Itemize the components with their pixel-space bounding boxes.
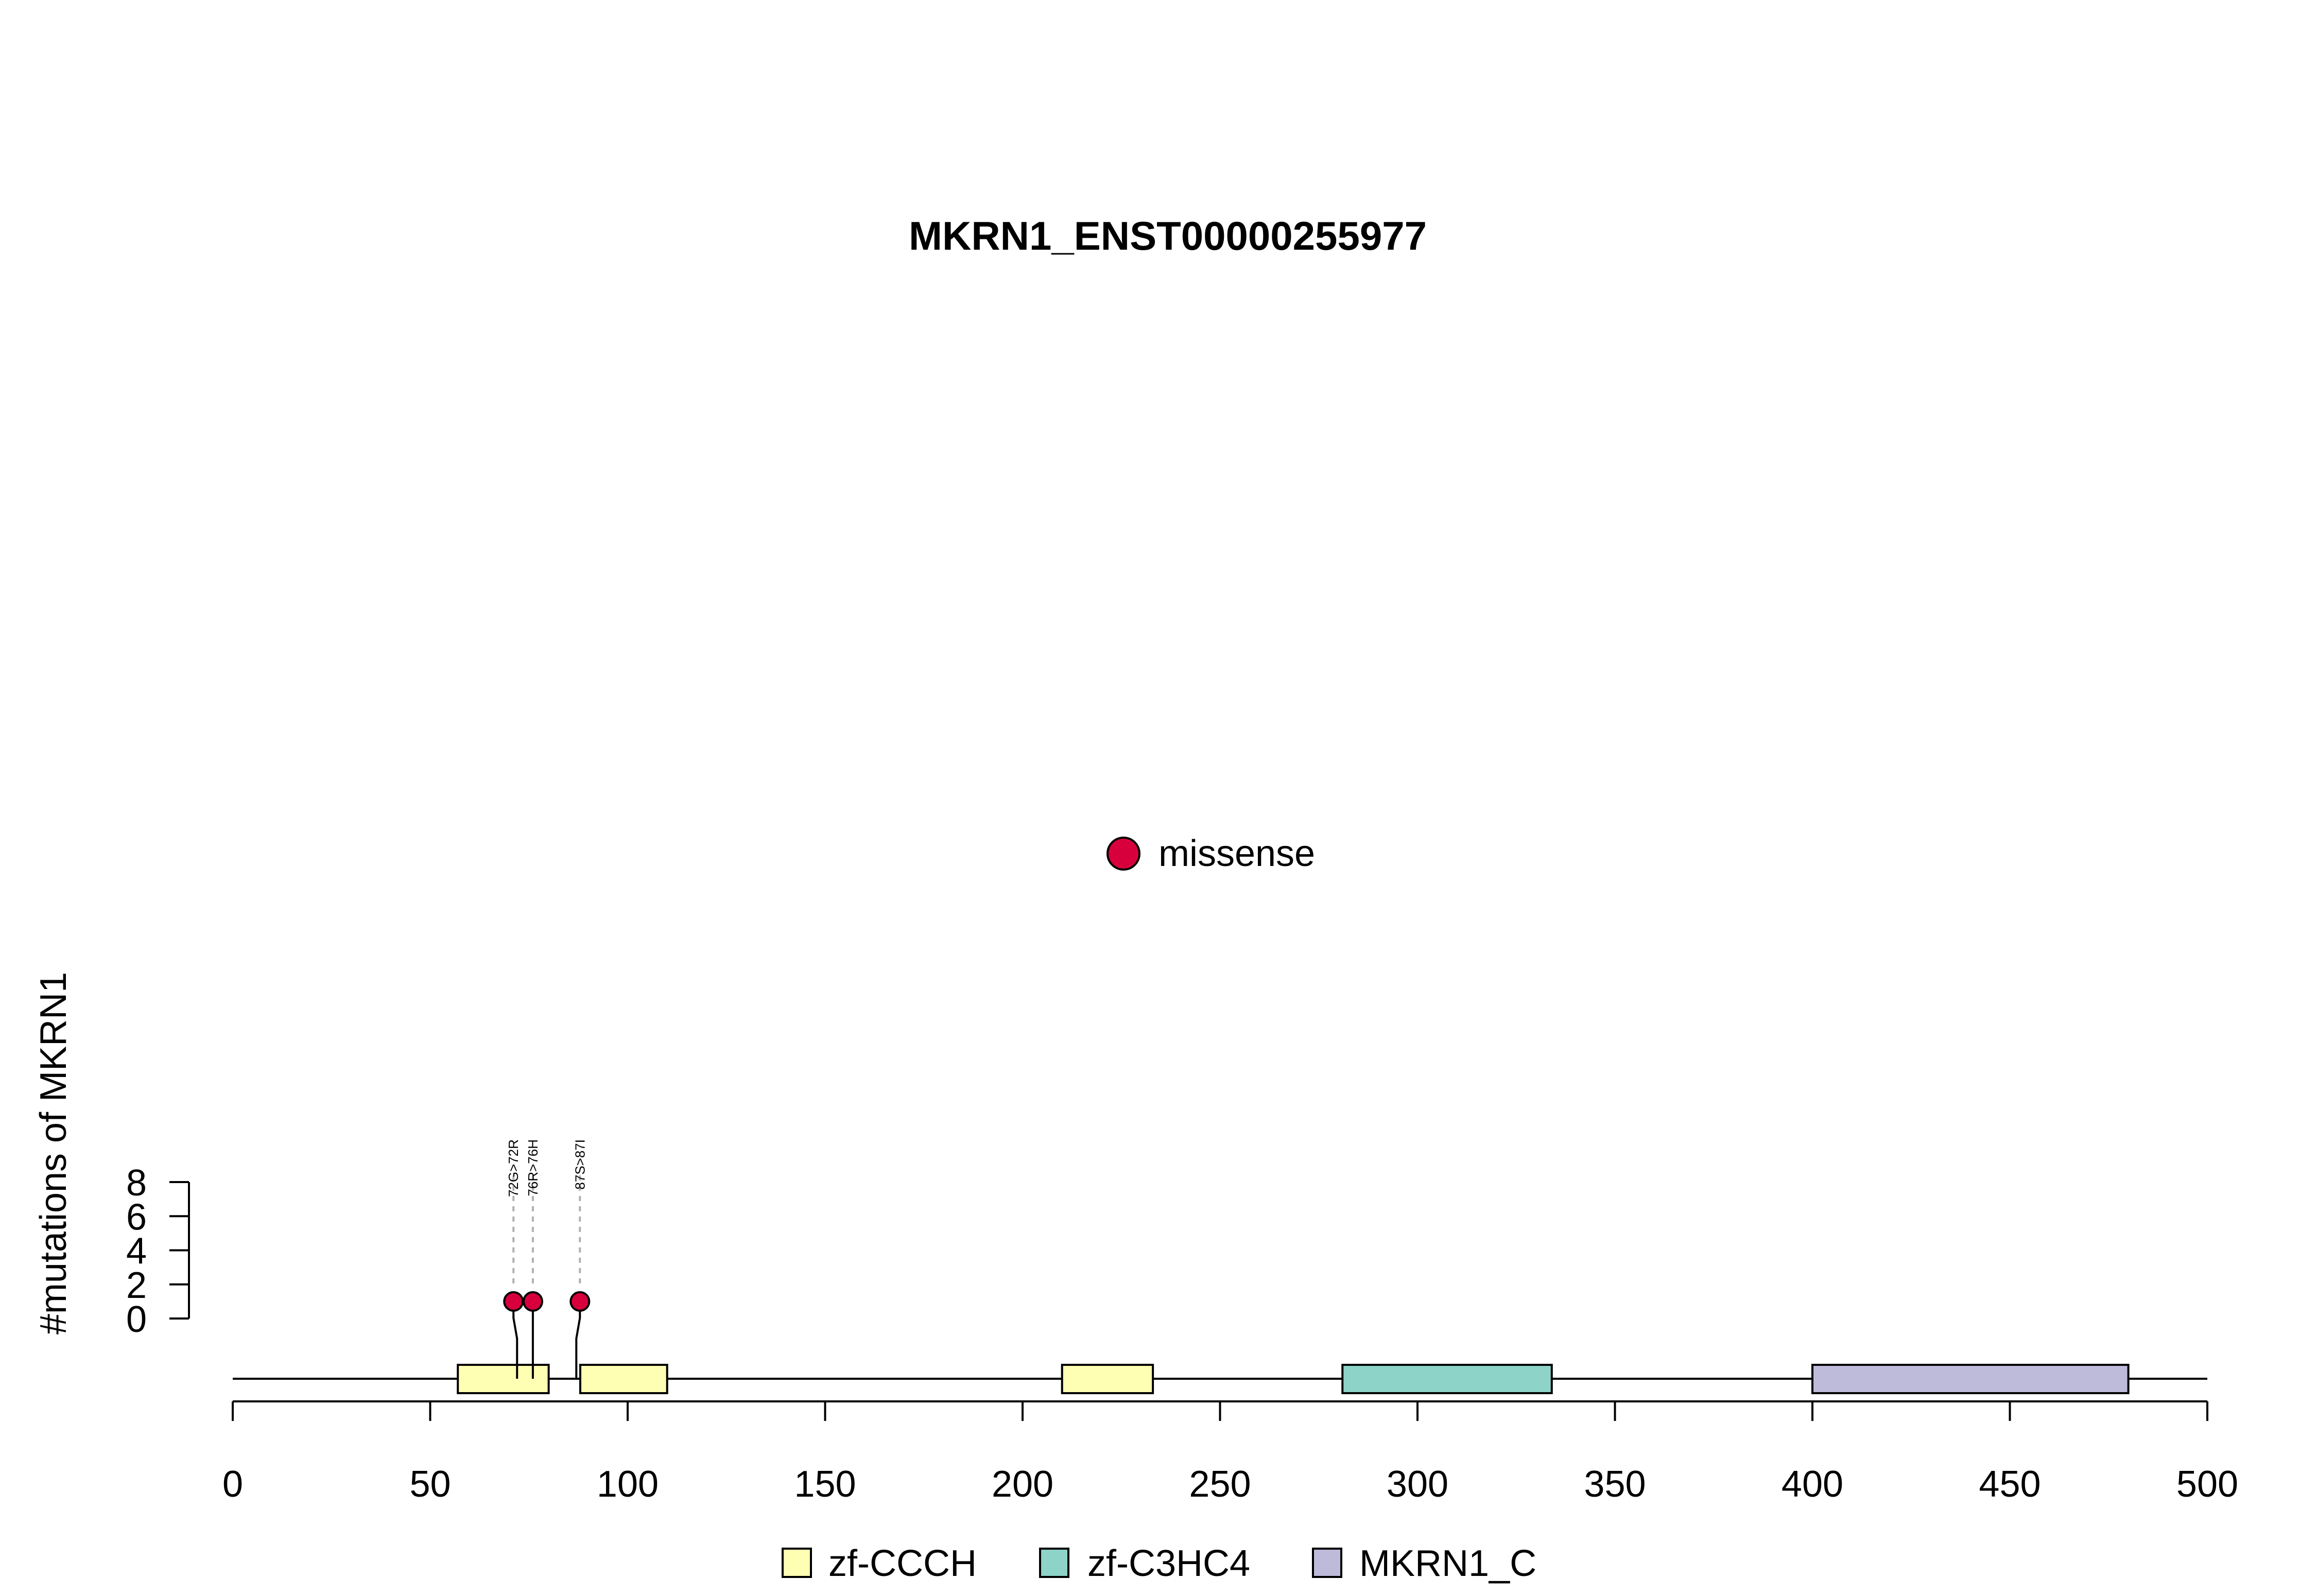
domain-legend-swatch xyxy=(782,1548,812,1578)
mutation-label: 76R>76H xyxy=(525,1139,541,1196)
x-tick-label: 0 xyxy=(222,1464,243,1505)
domain-legend: zf-CCCH zf-C3HC4 MKRN1_C xyxy=(782,1543,1536,1584)
mutation-label: 72G>72R xyxy=(506,1139,521,1197)
domain-box xyxy=(1341,1364,1553,1394)
domain-box xyxy=(1811,1364,2130,1394)
x-tick-label: 350 xyxy=(1584,1464,1646,1505)
missense-legend-symbol xyxy=(1106,837,1140,871)
x-axis: 0 50 100 150 200 250 300 350 400 450 500 xyxy=(222,1400,2238,1505)
mutation-label: 87S>87I xyxy=(572,1139,587,1190)
missense-legend: missense xyxy=(1106,833,1315,874)
x-tick-label: 500 xyxy=(2176,1464,2238,1505)
missense-legend-label: missense xyxy=(1158,833,1315,874)
y-tick-label: 4 xyxy=(126,1231,147,1272)
x-tick-label: 300 xyxy=(1387,1464,1448,1505)
x-tick-label: 450 xyxy=(1979,1464,2041,1505)
y-tick-label: 2 xyxy=(126,1265,147,1306)
x-tick-label: 150 xyxy=(794,1464,856,1505)
x-tick-label: 200 xyxy=(992,1464,1053,1505)
y-axis-label: #mutations of MKRN1 xyxy=(33,972,74,1334)
mutation-head xyxy=(569,1291,591,1312)
domain-legend-swatch xyxy=(1039,1548,1069,1578)
y-tick-label: 8 xyxy=(126,1163,147,1204)
chart-title: MKRN1_ENST00000255977 xyxy=(909,213,1427,258)
domain-legend-swatch xyxy=(1312,1548,1342,1578)
domain-box xyxy=(457,1364,550,1394)
x-tick-label: 50 xyxy=(409,1464,451,1505)
domain-legend-label: zf-CCCH xyxy=(828,1543,977,1584)
mutation-head xyxy=(503,1291,524,1312)
x-tick-label: 100 xyxy=(597,1464,659,1505)
domain-box xyxy=(579,1364,668,1394)
y-tick-label: 0 xyxy=(126,1299,147,1340)
domain-boxes xyxy=(457,1364,2130,1394)
mutation-head xyxy=(522,1291,543,1312)
domain-legend-label: zf-C3HC4 xyxy=(1087,1543,1250,1584)
x-tick-label: 400 xyxy=(1782,1464,1843,1505)
mutation-lollipops: 72G>72R 76R>76H 87S>87I xyxy=(503,1139,591,1379)
domain-legend-label: MKRN1_C xyxy=(1359,1543,1536,1584)
x-tick-label: 250 xyxy=(1189,1464,1251,1505)
y-tick-label: 6 xyxy=(126,1196,147,1238)
domain-box xyxy=(1061,1364,1154,1394)
